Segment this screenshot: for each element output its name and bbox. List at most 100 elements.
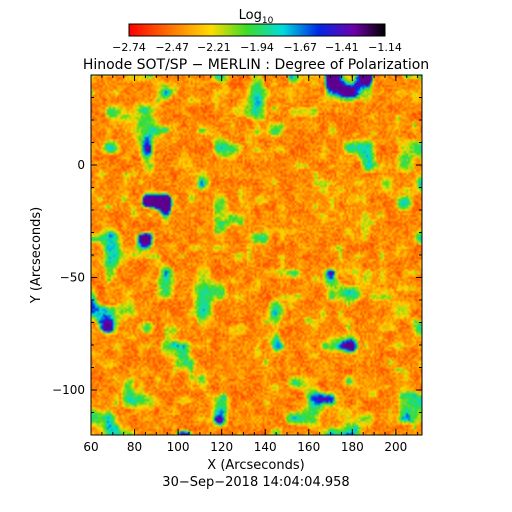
colorbar-cell xyxy=(257,24,259,36)
colorbar-cell xyxy=(315,24,317,36)
colorbar-cell xyxy=(319,24,321,36)
colorbar-cell xyxy=(337,24,339,36)
colorbar-cell xyxy=(263,24,265,36)
colorbar-cell xyxy=(234,24,236,36)
colorbar-cell xyxy=(203,24,205,36)
y-tick-label: 0 xyxy=(77,158,85,172)
colorbar-cell xyxy=(322,24,324,36)
colorbar-cell xyxy=(139,24,141,36)
colorbar-cell xyxy=(241,24,243,36)
colorbar-cell xyxy=(142,24,144,36)
colorbar-cell xyxy=(345,24,347,36)
colorbar-cell xyxy=(359,24,361,36)
colorbar-cell xyxy=(279,24,281,36)
colorbar-cell xyxy=(374,24,376,36)
colorbar-cell xyxy=(237,24,239,36)
colorbar-cell xyxy=(216,24,218,36)
colorbar-cell xyxy=(238,24,240,36)
colorbar-cell xyxy=(312,24,314,36)
colorbar-cell xyxy=(164,24,166,36)
colorbar-cell xyxy=(308,24,310,36)
colorbar-cell xyxy=(194,24,196,36)
colorbar-cell xyxy=(381,24,383,36)
colorbar-cell xyxy=(334,24,336,36)
colorbar-cell xyxy=(265,24,267,36)
colorbar-cell xyxy=(328,24,330,36)
x-tick-label: 80 xyxy=(127,440,142,454)
colorbar-cell xyxy=(138,24,140,36)
colorbar-cell xyxy=(259,24,261,36)
colorbar-cell xyxy=(209,24,211,36)
x-tick-label: 100 xyxy=(167,440,190,454)
colorbar-cell xyxy=(134,24,136,36)
colorbar-cell xyxy=(277,24,279,36)
colorbar-cell xyxy=(287,24,289,36)
colorbar-cell xyxy=(361,24,363,36)
colorbar-cell xyxy=(193,24,195,36)
colorbar-cell xyxy=(151,24,153,36)
colorbar-cell xyxy=(368,24,370,36)
colorbar-cell xyxy=(317,24,319,36)
colorbar-cell xyxy=(132,24,134,36)
colorbar-cell xyxy=(324,24,326,36)
colorbar-cell xyxy=(356,24,358,36)
colorbar-cell xyxy=(332,24,334,36)
colorbar-cell xyxy=(218,24,220,36)
colorbar-cell xyxy=(325,24,327,36)
colorbar-cell xyxy=(168,24,170,36)
colorbar-cell xyxy=(147,24,149,36)
colorbar-tick-label: −1.41 xyxy=(325,41,359,54)
colorbar-cell xyxy=(177,24,179,36)
colorbar-cell xyxy=(300,24,302,36)
colorbar-cell xyxy=(152,24,154,36)
colorbar-cell xyxy=(253,24,255,36)
colorbar-cell xyxy=(254,24,256,36)
colorbar-cell xyxy=(144,24,146,36)
colorbar-cell xyxy=(323,24,325,36)
colorbar-cell xyxy=(371,24,373,36)
colorbar-cell xyxy=(184,24,186,36)
colorbar-cell xyxy=(367,24,369,36)
colorbar-cell xyxy=(136,24,138,36)
colorbar-cell xyxy=(167,24,169,36)
colorbar-cell xyxy=(163,24,165,36)
colorbar-cell xyxy=(166,24,168,36)
colorbar-cell xyxy=(174,24,176,36)
colorbar-cell xyxy=(217,24,219,36)
colorbar-cell xyxy=(330,24,332,36)
colorbar-cell xyxy=(377,24,379,36)
colorbar-cell xyxy=(200,24,202,36)
colorbar-cell xyxy=(298,24,300,36)
colorbar-cell xyxy=(191,24,193,36)
colorbar-cell xyxy=(333,24,335,36)
colorbar-cell xyxy=(380,24,382,36)
colorbar-cell xyxy=(261,24,263,36)
colorbar-cell xyxy=(316,24,318,36)
colorbar-cell xyxy=(130,24,132,36)
colorbar-cell xyxy=(365,24,367,36)
colorbar-cell xyxy=(244,24,246,36)
colorbar-cell xyxy=(344,24,346,36)
colorbar-cell xyxy=(293,24,295,36)
colorbar-cell xyxy=(295,24,297,36)
colorbar-cell xyxy=(299,24,301,36)
colorbar-cell xyxy=(302,24,304,36)
colorbar-cell xyxy=(341,24,343,36)
colorbar-cell xyxy=(268,24,270,36)
colorbar-cell xyxy=(150,24,152,36)
colorbar-cell xyxy=(207,24,209,36)
colorbar-cell xyxy=(339,24,341,36)
x-axis-label: X (Arcseconds) xyxy=(207,458,304,473)
colorbar-cell xyxy=(329,24,331,36)
colorbar-cell xyxy=(236,24,238,36)
colorbar-tick-label: −1.94 xyxy=(240,41,274,54)
colorbar-cell xyxy=(243,24,245,36)
colorbar-cell xyxy=(346,24,348,36)
colorbar-cell xyxy=(288,24,290,36)
colorbar-cell xyxy=(278,24,280,36)
colorbar-cell xyxy=(372,24,374,36)
y-tick-label: −100 xyxy=(52,383,85,397)
colorbar-cell xyxy=(195,24,197,36)
colorbar-cell xyxy=(297,24,299,36)
